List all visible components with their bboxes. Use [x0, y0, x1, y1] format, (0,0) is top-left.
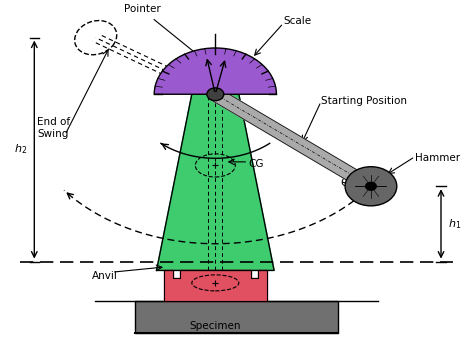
Text: Specimen: Specimen — [190, 321, 241, 331]
Circle shape — [365, 182, 376, 191]
Text: $h_2$: $h_2$ — [14, 143, 27, 157]
Circle shape — [207, 88, 224, 101]
Text: Pointer: Pointer — [124, 4, 161, 14]
Text: Starting Position: Starting Position — [321, 96, 407, 106]
Text: Scale: Scale — [283, 16, 311, 26]
Polygon shape — [210, 89, 376, 191]
Circle shape — [345, 167, 397, 206]
Bar — [136, 301, 337, 333]
Wedge shape — [154, 48, 276, 94]
Text: CG: CG — [248, 159, 264, 169]
Text: End of
Swing: End of Swing — [36, 117, 70, 139]
Text: Hammer: Hammer — [415, 153, 460, 163]
Polygon shape — [156, 94, 274, 270]
Polygon shape — [164, 270, 267, 301]
Text: $h_1$: $h_1$ — [448, 217, 461, 231]
Text: CG: CG — [340, 178, 356, 188]
Text: Anvil: Anvil — [92, 271, 118, 281]
